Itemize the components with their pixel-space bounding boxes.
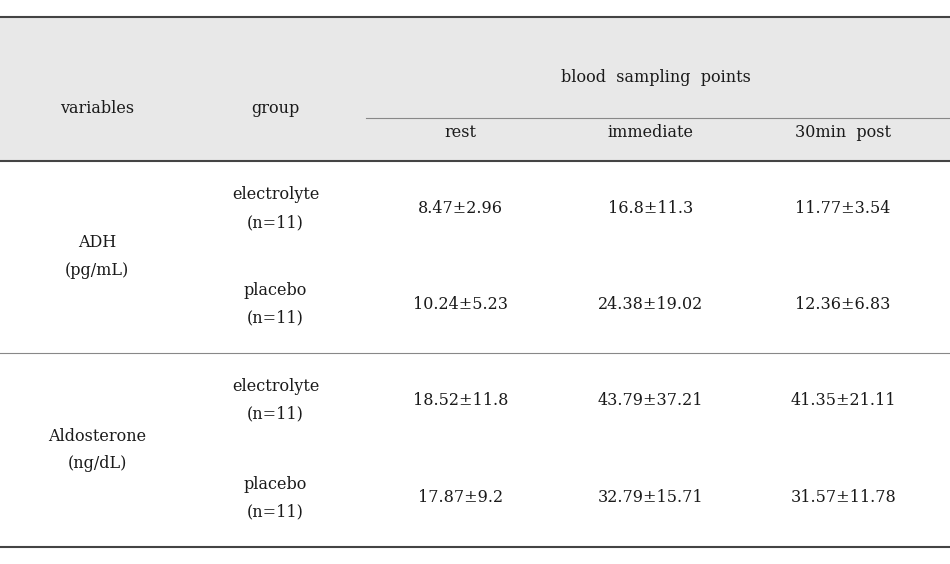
Text: Aldosterone
(ng/dL): Aldosterone (ng/dL) bbox=[48, 428, 146, 472]
Text: 43.79±37.21: 43.79±37.21 bbox=[598, 392, 704, 409]
Text: 16.8±11.3: 16.8±11.3 bbox=[608, 200, 694, 217]
Text: 17.87±9.2: 17.87±9.2 bbox=[418, 489, 504, 506]
Text: placebo
(n=11): placebo (n=11) bbox=[244, 283, 307, 327]
Text: blood  sampling  points: blood sampling points bbox=[560, 69, 750, 86]
Text: ADH
(pg/mL): ADH (pg/mL) bbox=[66, 235, 129, 279]
Text: 11.77±3.54: 11.77±3.54 bbox=[795, 200, 891, 217]
Text: 18.52±11.8: 18.52±11.8 bbox=[413, 392, 508, 409]
Text: variables: variables bbox=[60, 100, 135, 117]
Text: 12.36±6.83: 12.36±6.83 bbox=[795, 296, 891, 313]
Bar bbox=[0, 17, 950, 161]
Text: 30min  post: 30min post bbox=[795, 124, 891, 141]
Text: group: group bbox=[252, 100, 299, 117]
Text: 8.47±2.96: 8.47±2.96 bbox=[418, 200, 504, 217]
Text: rest: rest bbox=[445, 124, 477, 141]
Text: placebo
(n=11): placebo (n=11) bbox=[244, 475, 307, 520]
Text: 41.35±21.11: 41.35±21.11 bbox=[790, 392, 896, 409]
Text: electrolyte
(n=11): electrolyte (n=11) bbox=[232, 187, 319, 231]
Bar bbox=[0, 161, 950, 547]
Text: 31.57±11.78: 31.57±11.78 bbox=[790, 489, 896, 506]
Text: 10.24±5.23: 10.24±5.23 bbox=[413, 296, 508, 313]
Text: 24.38±19.02: 24.38±19.02 bbox=[598, 296, 703, 313]
Text: immediate: immediate bbox=[608, 124, 694, 141]
Text: electrolyte
(n=11): electrolyte (n=11) bbox=[232, 378, 319, 422]
Text: 32.79±15.71: 32.79±15.71 bbox=[598, 489, 704, 506]
